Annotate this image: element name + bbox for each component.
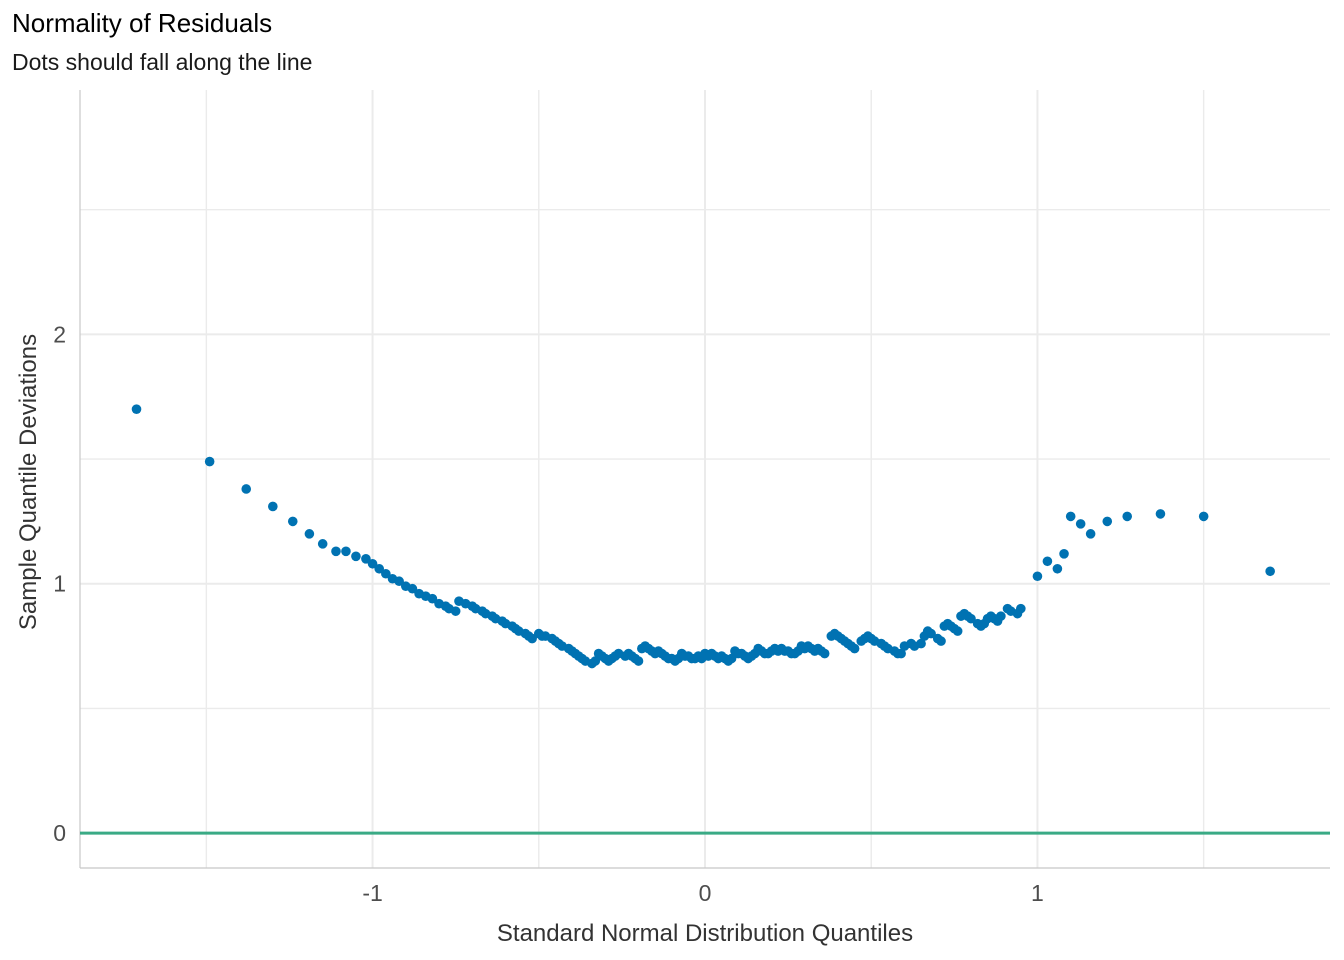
- y-axis-title: Sample Quantile Deviations: [15, 334, 42, 630]
- chart-title: Normality of Residuals: [12, 8, 273, 38]
- data-point: [367, 558, 378, 569]
- data-point: [849, 643, 860, 654]
- data-point: [1102, 516, 1113, 527]
- data-point: [317, 539, 328, 549]
- data-point: [241, 484, 252, 494]
- data-point: [1155, 509, 1166, 519]
- data-point: [996, 611, 1006, 621]
- data-point: [1065, 511, 1076, 522]
- data-point: [1085, 529, 1096, 539]
- data-point: [394, 576, 404, 587]
- data-point: [1059, 549, 1069, 559]
- tick-labels: -1 0 1 0 1 2: [53, 321, 1044, 906]
- y-tick-label: 1: [53, 571, 66, 597]
- data-point: [590, 656, 601, 666]
- data-point: [926, 628, 936, 639]
- data-point: [407, 583, 418, 594]
- data-point: [1075, 519, 1086, 529]
- x-tick-label: 0: [699, 880, 712, 906]
- data-point: [427, 593, 438, 604]
- data-point: [952, 626, 963, 636]
- data-point: [1042, 556, 1053, 567]
- data-point: [287, 516, 298, 527]
- data-point: [268, 501, 278, 512]
- data-point: [896, 648, 906, 659]
- data-point: [204, 456, 215, 467]
- data-point: [1032, 571, 1043, 582]
- data-point: [936, 636, 946, 646]
- data-point: [1052, 563, 1063, 574]
- x-tick-label: -1: [362, 880, 382, 906]
- chart-subtitle: Dots should fall along the line: [12, 49, 313, 75]
- y-tick-label: 0: [53, 820, 66, 846]
- data-point: [381, 568, 391, 579]
- data-point: [966, 613, 976, 624]
- data-point: [633, 656, 644, 666]
- data-point: [450, 606, 461, 616]
- y-tick-label: 2: [53, 321, 66, 347]
- grid: [80, 90, 1330, 868]
- data-point: [331, 546, 341, 557]
- data-point: [1016, 603, 1026, 614]
- data-point: [351, 551, 361, 562]
- data-point: [527, 633, 537, 644]
- data-point: [1198, 511, 1209, 522]
- x-axis-title: Standard Normal Distribution Quantiles: [497, 920, 913, 947]
- axes: [79, 90, 1330, 869]
- points: [131, 404, 1275, 669]
- data-point: [131, 404, 142, 414]
- x-tick-label: 1: [1031, 880, 1044, 906]
- data-point: [361, 553, 371, 564]
- data-point: [1265, 566, 1275, 577]
- data-point: [374, 563, 385, 574]
- data-point: [819, 648, 830, 659]
- data-point: [726, 653, 737, 664]
- data-point: [916, 638, 926, 649]
- data-point: [341, 546, 351, 557]
- data-point: [304, 529, 315, 539]
- data-point: [1122, 511, 1133, 522]
